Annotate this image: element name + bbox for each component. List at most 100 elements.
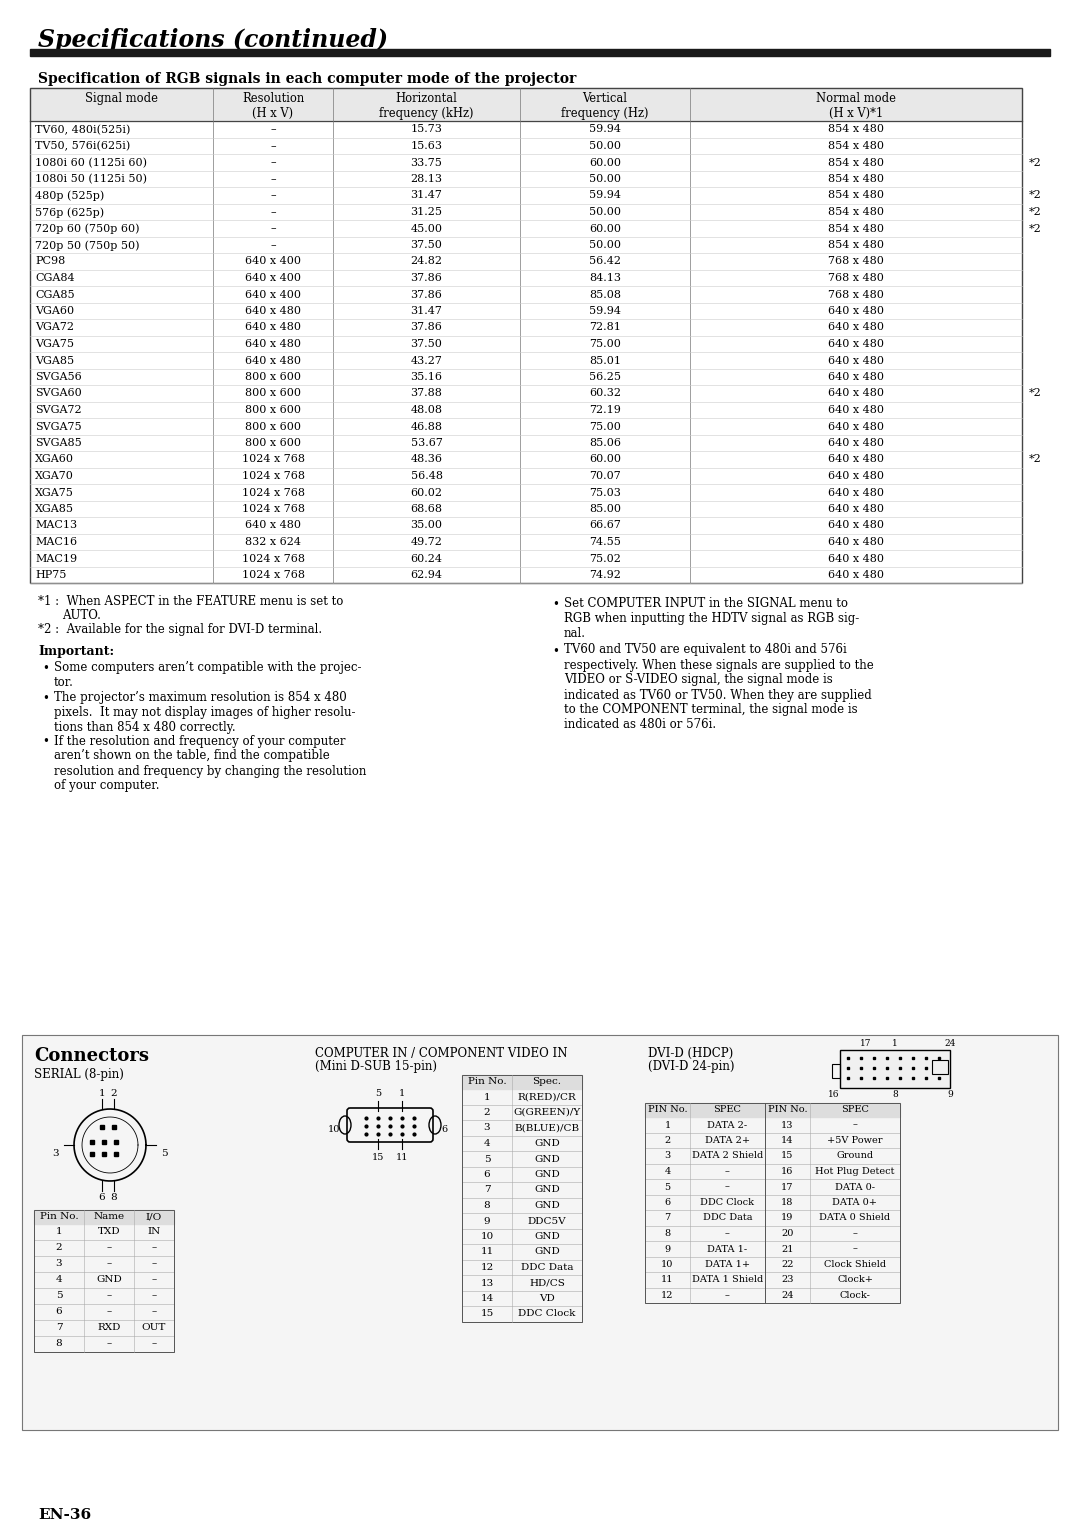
- Text: 8: 8: [484, 1201, 490, 1210]
- Text: TXD: TXD: [97, 1227, 120, 1236]
- Text: GND: GND: [535, 1201, 559, 1210]
- Text: 640 x 480: 640 x 480: [828, 521, 885, 530]
- Text: DVI-D (HDCP): DVI-D (HDCP): [648, 1047, 733, 1060]
- Text: DDC Data: DDC Data: [521, 1264, 573, 1271]
- Text: 640 x 480: 640 x 480: [828, 439, 885, 448]
- Text: –: –: [106, 1291, 111, 1300]
- Bar: [33, 1210, 174, 1224]
- Text: 49.72: 49.72: [410, 536, 443, 547]
- Text: Signal mode: Signal mode: [85, 92, 158, 105]
- Text: 43.27: 43.27: [410, 356, 443, 365]
- Text: 640 x 480: 640 x 480: [828, 487, 885, 498]
- Text: •: •: [42, 735, 49, 749]
- Text: 85.01: 85.01: [589, 356, 621, 365]
- Text: SPEC: SPEC: [714, 1105, 742, 1114]
- Text: Resolution
(H x V): Resolution (H x V): [242, 92, 305, 121]
- Text: +5V Power: +5V Power: [827, 1135, 882, 1144]
- Text: 4: 4: [664, 1167, 671, 1177]
- Text: 15.73: 15.73: [410, 124, 443, 134]
- Text: 85.06: 85.06: [589, 439, 621, 448]
- Text: IN: IN: [147, 1227, 161, 1236]
- Text: MAC16: MAC16: [35, 536, 77, 547]
- Text: Connectors: Connectors: [33, 1047, 149, 1065]
- Text: 768 x 480: 768 x 480: [828, 289, 883, 299]
- Text: 14: 14: [481, 1294, 494, 1303]
- Text: PC98: PC98: [35, 257, 65, 266]
- Text: –: –: [270, 223, 275, 234]
- Text: 16: 16: [828, 1089, 840, 1099]
- Text: Some computers aren’t compatible with the projec-
tor.: Some computers aren’t compatible with th…: [54, 662, 362, 689]
- Text: 800 x 600: 800 x 600: [245, 439, 301, 448]
- Text: DATA 1-: DATA 1-: [707, 1244, 747, 1253]
- Text: 13: 13: [481, 1279, 494, 1288]
- Text: 720p 50 (750p 50): 720p 50 (750p 50): [35, 240, 139, 251]
- Text: –: –: [270, 206, 275, 217]
- Text: 22: 22: [781, 1261, 794, 1268]
- Text: 59.94: 59.94: [589, 306, 621, 316]
- Text: MAC13: MAC13: [35, 521, 77, 530]
- Text: 640 x 480: 640 x 480: [828, 405, 885, 416]
- Text: *2: *2: [1029, 157, 1042, 168]
- Text: 15: 15: [481, 1309, 494, 1319]
- Text: DATA 2-: DATA 2-: [707, 1120, 747, 1129]
- Text: 800 x 600: 800 x 600: [245, 405, 301, 416]
- Text: –: –: [852, 1229, 858, 1238]
- Text: Ground: Ground: [836, 1152, 874, 1160]
- Text: 854 x 480: 854 x 480: [828, 240, 885, 251]
- Text: 640 x 480: 640 x 480: [245, 356, 301, 365]
- Text: 480p (525p): 480p (525p): [35, 191, 105, 202]
- Text: 9: 9: [484, 1216, 490, 1225]
- Text: Name: Name: [94, 1212, 124, 1221]
- Text: 640 x 480: 640 x 480: [828, 553, 885, 564]
- Text: 1024 x 768: 1024 x 768: [242, 454, 305, 465]
- Text: (Mini D-SUB 15-pin): (Mini D-SUB 15-pin): [315, 1060, 437, 1073]
- Text: *2: *2: [1029, 223, 1042, 234]
- Text: 23: 23: [781, 1276, 794, 1285]
- Text: 2: 2: [484, 1108, 490, 1117]
- Text: 1080i 60 (1125i 60): 1080i 60 (1125i 60): [35, 157, 147, 168]
- Text: 640 x 400: 640 x 400: [245, 274, 301, 283]
- Text: 12: 12: [661, 1291, 674, 1300]
- Bar: [22, 1034, 1058, 1430]
- Text: 45.00: 45.00: [410, 223, 443, 234]
- Text: 576p (625p): 576p (625p): [35, 206, 104, 217]
- Text: Clock Shield: Clock Shield: [824, 1261, 886, 1268]
- Text: –: –: [852, 1244, 858, 1253]
- Text: 72.81: 72.81: [589, 322, 621, 333]
- Text: 6: 6: [484, 1170, 490, 1180]
- Text: Pin No.: Pin No.: [468, 1077, 507, 1086]
- Text: 1: 1: [56, 1227, 63, 1236]
- Text: 75.03: 75.03: [589, 487, 621, 498]
- Text: *2: *2: [1029, 206, 1042, 217]
- Text: SVGA60: SVGA60: [35, 388, 82, 399]
- Text: –: –: [151, 1291, 157, 1300]
- Text: SVGA72: SVGA72: [35, 405, 82, 416]
- Text: SVGA56: SVGA56: [35, 371, 82, 382]
- Text: 854 x 480: 854 x 480: [828, 141, 885, 151]
- Text: SPEC: SPEC: [841, 1105, 869, 1114]
- Text: 24: 24: [944, 1039, 956, 1048]
- Text: –: –: [725, 1291, 730, 1300]
- Text: 46.88: 46.88: [410, 422, 443, 431]
- Text: 84.13: 84.13: [589, 274, 621, 283]
- Text: 72.19: 72.19: [589, 405, 621, 416]
- Text: 35.00: 35.00: [410, 521, 443, 530]
- Text: DATA 0-: DATA 0-: [835, 1183, 875, 1192]
- Text: The projector’s maximum resolution is 854 x 480
pixels.  It may not display imag: The projector’s maximum resolution is 85…: [54, 691, 355, 733]
- Text: Normal mode
(H x V)*1: Normal mode (H x V)*1: [816, 92, 896, 121]
- Text: 11: 11: [661, 1276, 674, 1285]
- Text: *2: *2: [1029, 388, 1042, 399]
- Text: GND: GND: [535, 1170, 559, 1180]
- Text: 62.94: 62.94: [410, 570, 443, 581]
- Text: 640 x 480: 640 x 480: [828, 339, 885, 348]
- Bar: [832, 1063, 840, 1077]
- Text: 3: 3: [484, 1123, 490, 1132]
- Bar: [33, 1210, 174, 1352]
- Text: 6: 6: [664, 1198, 671, 1207]
- Text: DATA 2 Shield: DATA 2 Shield: [692, 1152, 764, 1160]
- Bar: [645, 1103, 900, 1117]
- Text: –: –: [270, 141, 275, 151]
- Text: RXD: RXD: [97, 1323, 121, 1332]
- Text: 37.86: 37.86: [410, 274, 443, 283]
- Text: –: –: [106, 1259, 111, 1268]
